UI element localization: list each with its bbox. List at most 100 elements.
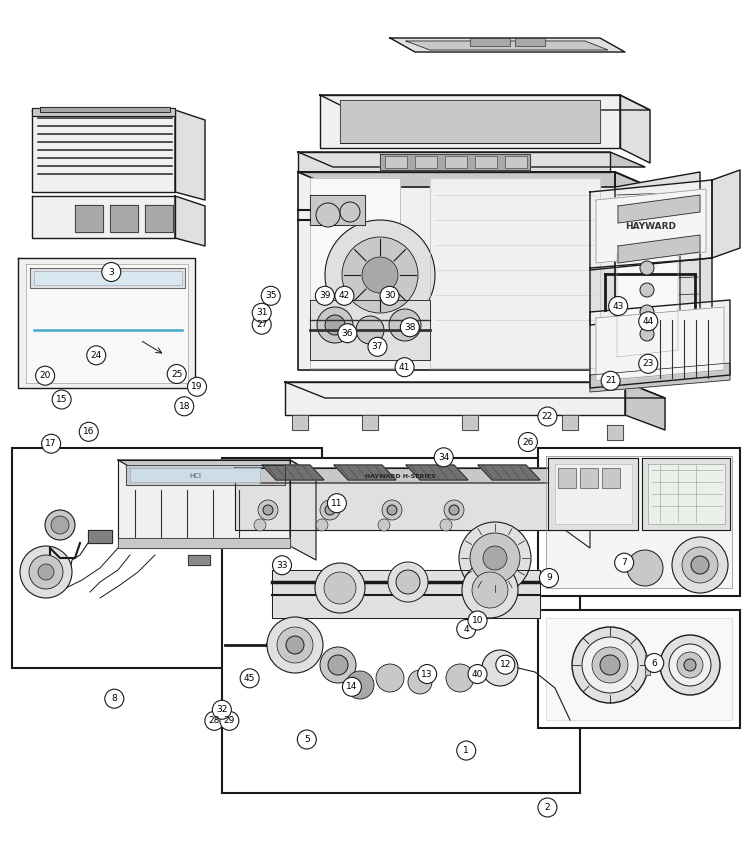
Polygon shape: [175, 196, 205, 246]
Text: 30: 30: [384, 292, 396, 300]
Polygon shape: [562, 415, 578, 430]
Circle shape: [263, 505, 273, 515]
Polygon shape: [615, 242, 680, 363]
Circle shape: [220, 711, 239, 730]
Polygon shape: [618, 235, 700, 263]
Circle shape: [470, 533, 520, 583]
Circle shape: [315, 286, 335, 305]
Text: 14: 14: [346, 683, 358, 691]
Circle shape: [388, 562, 428, 602]
Polygon shape: [546, 456, 732, 588]
Text: 7: 7: [621, 558, 627, 567]
Bar: [222, 458, 580, 793]
Polygon shape: [126, 465, 285, 485]
Polygon shape: [310, 195, 365, 225]
Circle shape: [105, 689, 124, 708]
Polygon shape: [590, 300, 730, 388]
Circle shape: [316, 203, 340, 227]
Polygon shape: [40, 107, 170, 112]
Text: 20: 20: [39, 371, 51, 380]
Text: 23: 23: [642, 360, 654, 368]
Circle shape: [35, 366, 55, 385]
Polygon shape: [712, 170, 740, 258]
Text: 34: 34: [438, 453, 450, 462]
Text: 43: 43: [612, 302, 624, 310]
Text: 24: 24: [91, 351, 102, 360]
Circle shape: [483, 546, 507, 570]
Circle shape: [691, 556, 709, 574]
Bar: [470, 38, 510, 46]
Bar: [580, 468, 598, 488]
Polygon shape: [298, 152, 645, 167]
Polygon shape: [590, 180, 712, 270]
Polygon shape: [590, 258, 712, 325]
Bar: [385, 156, 407, 168]
Text: 3: 3: [108, 268, 114, 276]
Polygon shape: [235, 468, 590, 483]
Bar: [515, 38, 545, 46]
Text: 16: 16: [83, 428, 95, 436]
Text: 31: 31: [256, 309, 268, 317]
Circle shape: [672, 537, 728, 593]
Circle shape: [389, 309, 421, 341]
Circle shape: [572, 627, 648, 703]
Polygon shape: [298, 172, 650, 187]
Text: 13: 13: [421, 670, 433, 678]
Circle shape: [582, 637, 638, 693]
Text: 36: 36: [341, 329, 353, 337]
Text: 6: 6: [651, 659, 657, 667]
Circle shape: [286, 636, 304, 654]
Bar: [505, 156, 527, 168]
Polygon shape: [235, 468, 565, 530]
Text: 28: 28: [208, 717, 220, 725]
Polygon shape: [32, 110, 175, 192]
Circle shape: [601, 371, 620, 390]
Polygon shape: [320, 95, 650, 110]
Circle shape: [45, 510, 75, 540]
Polygon shape: [32, 196, 175, 238]
Circle shape: [640, 327, 654, 341]
Polygon shape: [548, 458, 638, 530]
Circle shape: [640, 283, 654, 297]
Polygon shape: [110, 205, 138, 232]
Text: HAYWARD: HAYWARD: [626, 222, 677, 230]
Text: 40: 40: [472, 670, 484, 678]
Circle shape: [272, 556, 292, 575]
Text: 27: 27: [256, 320, 268, 329]
Circle shape: [29, 555, 63, 589]
Text: 8: 8: [111, 694, 117, 703]
Circle shape: [408, 670, 432, 694]
Circle shape: [167, 365, 186, 383]
Polygon shape: [607, 425, 623, 440]
Circle shape: [102, 263, 121, 281]
Circle shape: [328, 655, 348, 675]
Text: HAYWARD H-SERIES: HAYWARD H-SERIES: [365, 473, 435, 479]
Circle shape: [387, 505, 397, 515]
Circle shape: [396, 570, 420, 594]
Circle shape: [187, 377, 207, 396]
Text: 29: 29: [223, 717, 235, 725]
Circle shape: [327, 494, 347, 513]
Circle shape: [444, 500, 464, 520]
Text: 2: 2: [544, 803, 550, 812]
Polygon shape: [285, 382, 625, 415]
Circle shape: [356, 316, 384, 344]
Circle shape: [324, 572, 356, 604]
Bar: [12, 448, 322, 668]
Circle shape: [660, 635, 720, 695]
Circle shape: [378, 519, 390, 531]
Circle shape: [456, 741, 476, 760]
Text: 38: 38: [404, 323, 416, 332]
Circle shape: [456, 620, 476, 638]
Circle shape: [496, 655, 515, 674]
Circle shape: [638, 312, 658, 331]
Circle shape: [212, 700, 232, 719]
Circle shape: [315, 563, 365, 613]
Circle shape: [320, 500, 340, 520]
Circle shape: [174, 397, 194, 416]
Circle shape: [79, 422, 99, 441]
Circle shape: [446, 664, 474, 692]
Text: 32: 32: [216, 706, 228, 714]
Polygon shape: [118, 460, 290, 546]
Polygon shape: [130, 468, 260, 482]
